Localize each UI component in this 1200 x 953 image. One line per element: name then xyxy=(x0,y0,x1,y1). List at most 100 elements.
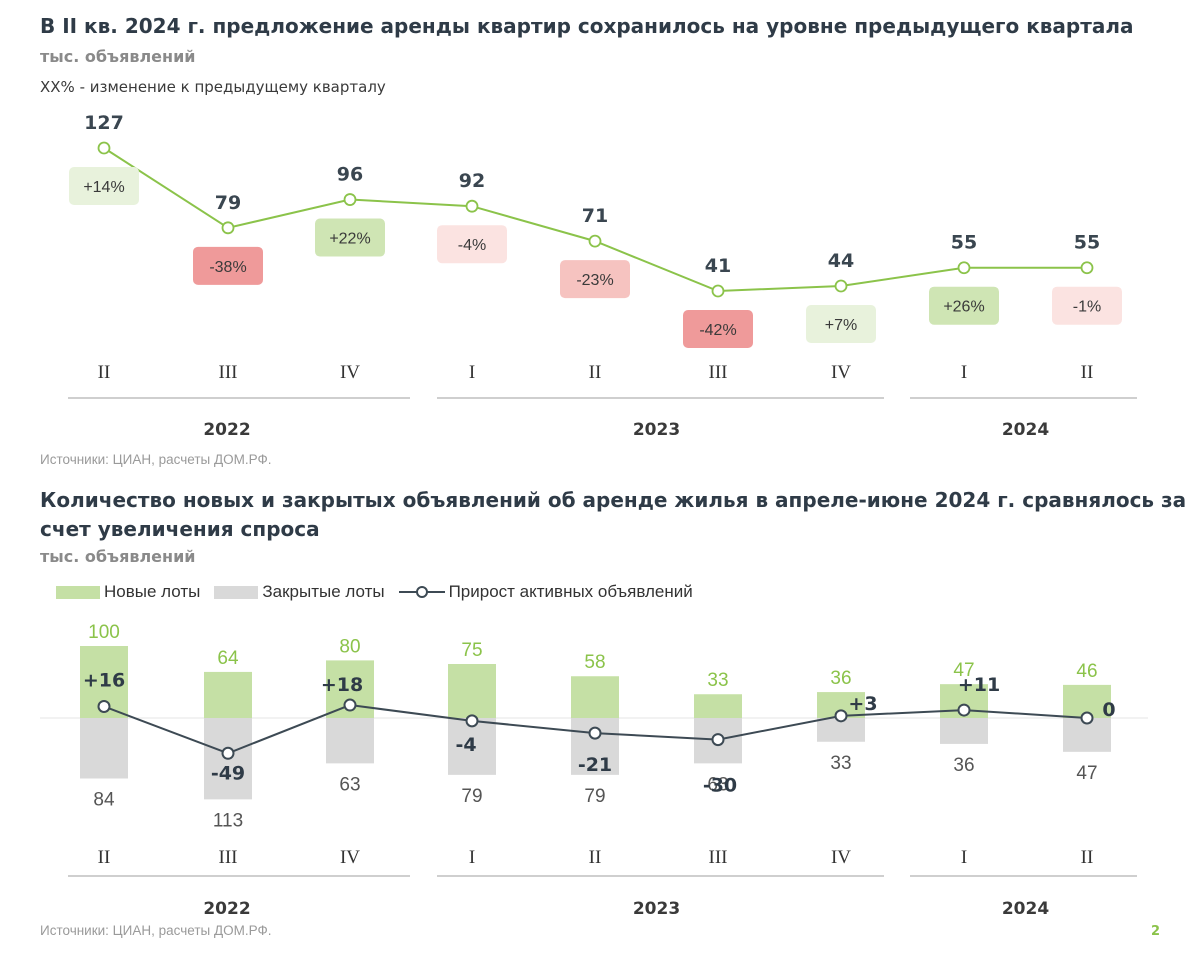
chart2-bar-closed xyxy=(940,718,988,744)
chart1-source: Источники: ЦИАН, расчеты ДОМ.РФ. xyxy=(40,452,272,467)
chart2-bar-closed xyxy=(80,718,128,779)
chart1-change-label: -1% xyxy=(1073,299,1101,316)
chart1-quarter-label: I xyxy=(469,362,475,383)
chart1-change-label: +7% xyxy=(825,317,857,334)
chart2-bar-new xyxy=(204,671,252,718)
chart2-new-label: 47 xyxy=(953,660,974,681)
chart1-quarter-label: IV xyxy=(831,362,851,383)
chart2-quarter-label: III xyxy=(219,847,238,868)
chart2-subtitle: тыс. объявлений xyxy=(40,547,196,566)
chart1-value-label: 41 xyxy=(705,255,731,277)
chart1-year-label: 2023 xyxy=(633,420,680,440)
chart1-year-label: 2022 xyxy=(203,420,250,440)
chart2-bar-new xyxy=(571,676,619,718)
chart2-growth-label: -49 xyxy=(211,762,245,784)
chart2-closed-label: 33 xyxy=(830,753,851,774)
chart1-change-label: -23% xyxy=(576,272,613,289)
chart2-new-label: 75 xyxy=(461,640,482,661)
chart2-growth-point xyxy=(221,746,235,760)
chart1-value-label: 55 xyxy=(951,232,977,254)
chart1-value-label: 71 xyxy=(582,205,608,227)
chart1-quarter-label: II xyxy=(98,362,111,383)
legend-item-growth: Прирост активных объявлений xyxy=(398,582,693,602)
chart1-change-label: +14% xyxy=(83,179,124,196)
chart2-growth-point xyxy=(957,703,971,717)
chart2-growth-point xyxy=(1080,711,1094,725)
chart1-change-badge xyxy=(315,218,385,257)
chart2-plot: 10084641138063757958793363363347364647+1… xyxy=(40,622,1148,919)
chart1-point xyxy=(1080,261,1094,275)
chart2-growth-label: +18 xyxy=(321,674,363,696)
chart1-plot: 127 79 96 92 71 41 44 55 55 +14% -38% +22% -4% -23% -4… xyxy=(68,112,1137,440)
chart2-growth-point xyxy=(588,726,602,740)
chart1-change-label: -38% xyxy=(209,259,246,276)
legend-item-new: Новые лоты xyxy=(56,582,200,602)
chart2-legend: Новые лоты Закрытые лоты Прирост активны… xyxy=(56,582,707,602)
chart2-closed-label: 79 xyxy=(584,786,605,807)
chart2-closed-label: 84 xyxy=(93,789,115,810)
chart1-point xyxy=(343,193,357,206)
legend-item-closed: Закрытые лоты xyxy=(214,582,385,602)
chart1-quarter-label: I xyxy=(961,362,967,383)
chart1-quarter-label: III xyxy=(709,362,728,383)
chart1-note: XX% - изменение к предыдущему кварталу xyxy=(40,78,386,96)
legend-label-growth: Прирост активных объявлений xyxy=(448,582,693,601)
chart2-year-label: 2024 xyxy=(1002,899,1049,919)
chart2-bar-new xyxy=(448,664,496,718)
chart1-change-label: -4% xyxy=(458,237,486,254)
chart2-growth-label: +16 xyxy=(83,669,125,691)
chart2-growth-point xyxy=(97,699,111,713)
chart2-new-label: 36 xyxy=(830,668,851,689)
chart1-value-label: 44 xyxy=(828,250,854,272)
chart2-closed-label: 63 xyxy=(339,774,360,795)
chart1-change-badge xyxy=(193,246,263,285)
chart1-change-label: +26% xyxy=(943,299,984,316)
chart2-closed-label: 36 xyxy=(953,755,974,776)
chart2-closed-label: 63 xyxy=(707,774,728,795)
chart1-value-label: 127 xyxy=(84,112,124,134)
chart2-quarter-label: II xyxy=(589,847,602,868)
chart2-quarter-label: III xyxy=(709,847,728,868)
chart2-bar-closed xyxy=(817,718,865,742)
chart1-value-label: 96 xyxy=(337,164,363,186)
chart2-new-label: 46 xyxy=(1076,661,1097,682)
chart1-point xyxy=(957,261,971,275)
chart2-growth-point xyxy=(834,709,848,723)
chart1-change-badge xyxy=(560,260,630,299)
chart2-new-label: 100 xyxy=(88,622,120,643)
chart1-change-badge xyxy=(1052,286,1122,325)
chart2-growth-label: +11 xyxy=(958,674,1000,696)
chart2-quarter-label: II xyxy=(98,847,111,868)
chart1-point xyxy=(97,141,111,155)
chart2-new-label: 58 xyxy=(584,652,605,673)
chart2-title: Количество новых и закрытых объявлений о… xyxy=(40,488,1187,541)
chart2-growth-point xyxy=(465,714,479,728)
chart1-quarter-label: III xyxy=(219,362,238,383)
chart2-quarter-label: II xyxy=(1081,847,1094,868)
chart2-growth-label: -21 xyxy=(578,754,612,776)
chart1-subtitle: тыс. объявлений xyxy=(40,47,196,66)
chart1-change-badge xyxy=(437,225,507,264)
chart1-point xyxy=(465,199,479,213)
legend-label-closed: Закрытые лоты xyxy=(262,582,385,601)
chart1-value-label: 92 xyxy=(459,170,485,192)
chart2-growth-label: +3 xyxy=(848,693,877,715)
chart2-closed-label: 113 xyxy=(213,810,243,831)
chart1-point xyxy=(711,284,725,298)
chart1-title: В II кв. 2024 г. предложение аренды квар… xyxy=(40,14,1134,38)
chart2-growth-label: 0 xyxy=(1102,699,1115,721)
chart2-bar-closed xyxy=(448,718,496,775)
legend-swatch-growth xyxy=(398,586,445,598)
chart2-new-label: 64 xyxy=(217,648,239,669)
chart2-new-label: 80 xyxy=(339,636,360,657)
legend-swatch-new xyxy=(56,585,100,599)
chart2-source: Источники: ЦИАН, расчеты ДОМ.РФ. xyxy=(40,923,272,938)
chart2-closed-label: 79 xyxy=(461,786,482,807)
chart1-point xyxy=(588,234,602,248)
chart1-quarter-label: II xyxy=(1081,362,1094,383)
chart1-year-label: 2024 xyxy=(1002,420,1049,440)
chart1-point xyxy=(221,221,235,235)
chart2-new-label: 33 xyxy=(707,670,728,691)
chart2-growth-point xyxy=(343,698,357,712)
chart1-change-label: +22% xyxy=(329,231,370,248)
